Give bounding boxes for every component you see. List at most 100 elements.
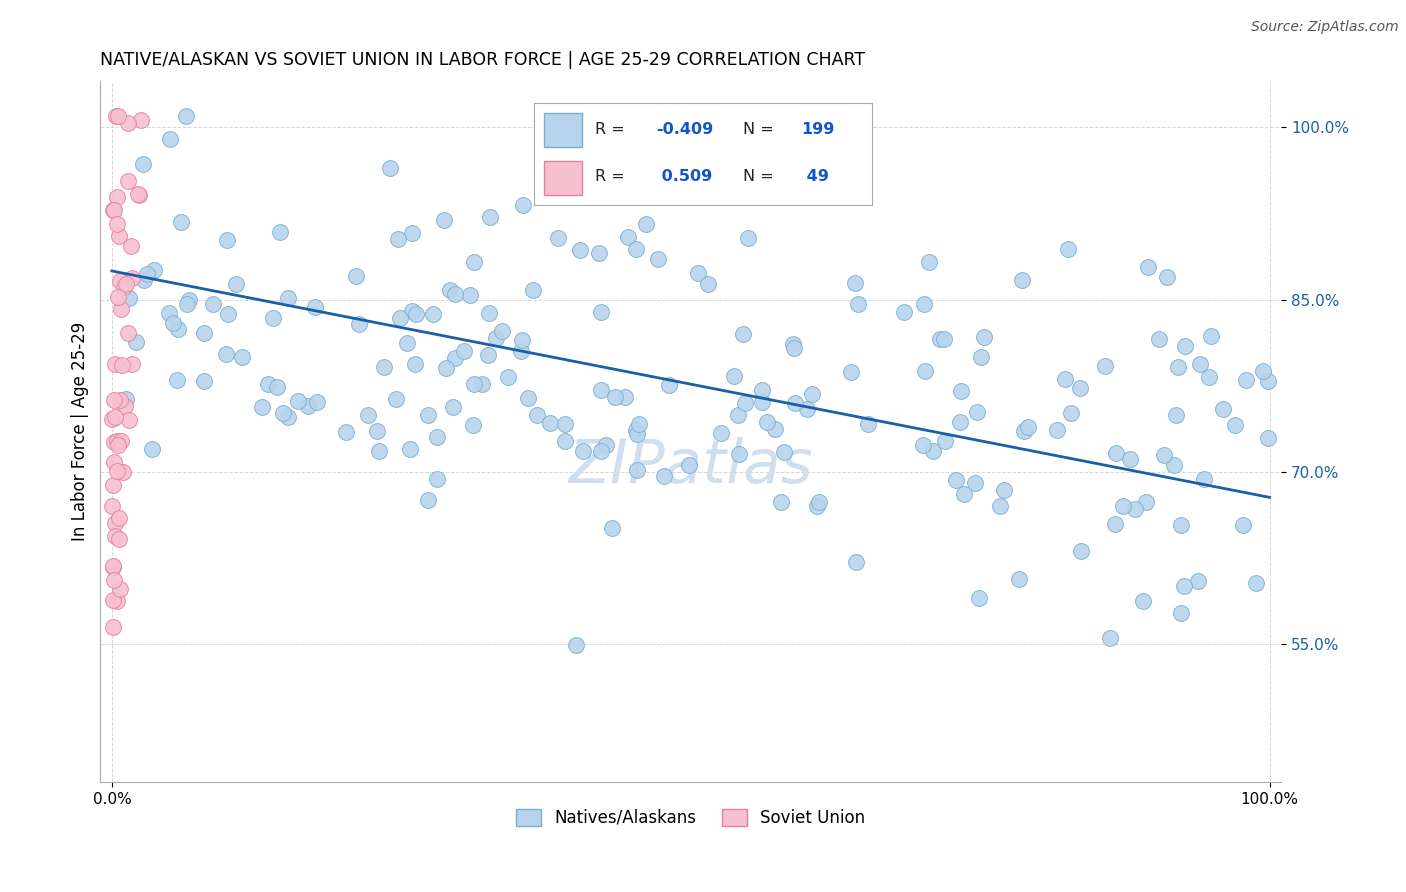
Point — [373, 359, 395, 374]
Point — [344, 268, 367, 283]
Point — [1167, 360, 1189, 375]
Point — [107, 229, 129, 244]
Point — [101, 559, 124, 574]
Point — [647, 252, 669, 266]
Point — [141, 442, 163, 457]
Point — [107, 438, 129, 452]
Point — [800, 387, 823, 401]
Point — [1056, 242, 1078, 256]
Point — [1253, 363, 1275, 377]
Point — [477, 348, 499, 362]
Text: -0.409: -0.409 — [655, 122, 713, 137]
Point — [572, 444, 595, 458]
Point — [104, 410, 127, 425]
Point — [395, 336, 418, 351]
Point — [1192, 472, 1215, 486]
Point — [569, 244, 592, 258]
Point — [174, 109, 197, 123]
Point — [103, 573, 125, 587]
Point — [176, 297, 198, 311]
Point — [444, 287, 467, 301]
Point — [418, 409, 440, 423]
Point — [1187, 574, 1209, 589]
Point — [127, 186, 149, 201]
Point — [564, 638, 586, 652]
Point — [439, 284, 461, 298]
Point — [949, 384, 972, 398]
Point — [624, 423, 647, 437]
Point — [554, 434, 576, 448]
Point — [404, 357, 426, 371]
Point — [277, 410, 299, 425]
Point — [458, 288, 481, 302]
Point — [1136, 260, 1159, 274]
Text: Source: ZipAtlas.com: Source: ZipAtlas.com — [1251, 20, 1399, 34]
Point — [1017, 420, 1039, 434]
Point — [1164, 408, 1187, 422]
Point — [112, 280, 135, 294]
Point — [588, 245, 610, 260]
Point — [114, 399, 136, 413]
Point — [304, 300, 326, 314]
Point — [108, 582, 131, 596]
Point — [755, 415, 778, 429]
Point — [405, 308, 427, 322]
Point — [516, 392, 538, 406]
Point — [634, 217, 657, 231]
Point — [105, 217, 128, 231]
Point — [104, 109, 127, 123]
Point — [401, 304, 423, 318]
Point — [269, 225, 291, 239]
Point — [1132, 594, 1154, 608]
Point — [105, 464, 128, 478]
Point — [893, 305, 915, 319]
Point — [103, 203, 125, 218]
Point — [388, 310, 411, 325]
Point — [914, 364, 936, 378]
Point — [287, 393, 309, 408]
Text: 0.509: 0.509 — [655, 169, 711, 185]
Point — [217, 233, 239, 247]
Point — [547, 231, 569, 245]
Point — [967, 591, 990, 605]
Point — [993, 483, 1015, 498]
Point — [399, 442, 422, 456]
Point — [1007, 572, 1029, 586]
Point — [271, 406, 294, 420]
Point — [1094, 359, 1116, 373]
Point — [844, 276, 866, 290]
Point — [1098, 631, 1121, 645]
Point — [385, 392, 408, 407]
Point — [733, 327, 755, 342]
Point — [807, 495, 830, 509]
Point — [250, 400, 273, 414]
Point — [105, 190, 128, 204]
Point — [1234, 373, 1257, 387]
Point — [132, 157, 155, 171]
Point — [510, 333, 533, 347]
Point — [652, 468, 675, 483]
Point — [1244, 575, 1267, 590]
Point — [443, 351, 465, 366]
Point — [1070, 544, 1092, 558]
Point — [1069, 381, 1091, 395]
Point — [595, 438, 617, 452]
Point — [103, 455, 125, 469]
Point — [912, 438, 935, 452]
Point — [441, 401, 464, 415]
Point — [783, 341, 806, 355]
Point — [614, 390, 637, 404]
Point — [589, 383, 612, 397]
Point — [1104, 517, 1126, 532]
Point — [110, 434, 132, 448]
Point — [616, 230, 638, 244]
Point — [104, 529, 127, 543]
Point — [734, 396, 756, 410]
Point — [463, 377, 485, 392]
Point — [104, 357, 127, 371]
Point — [1060, 407, 1083, 421]
Point — [335, 425, 357, 439]
Point — [1174, 339, 1197, 353]
Text: ZIPatlas: ZIPatlas — [568, 437, 813, 497]
Point — [159, 132, 181, 146]
